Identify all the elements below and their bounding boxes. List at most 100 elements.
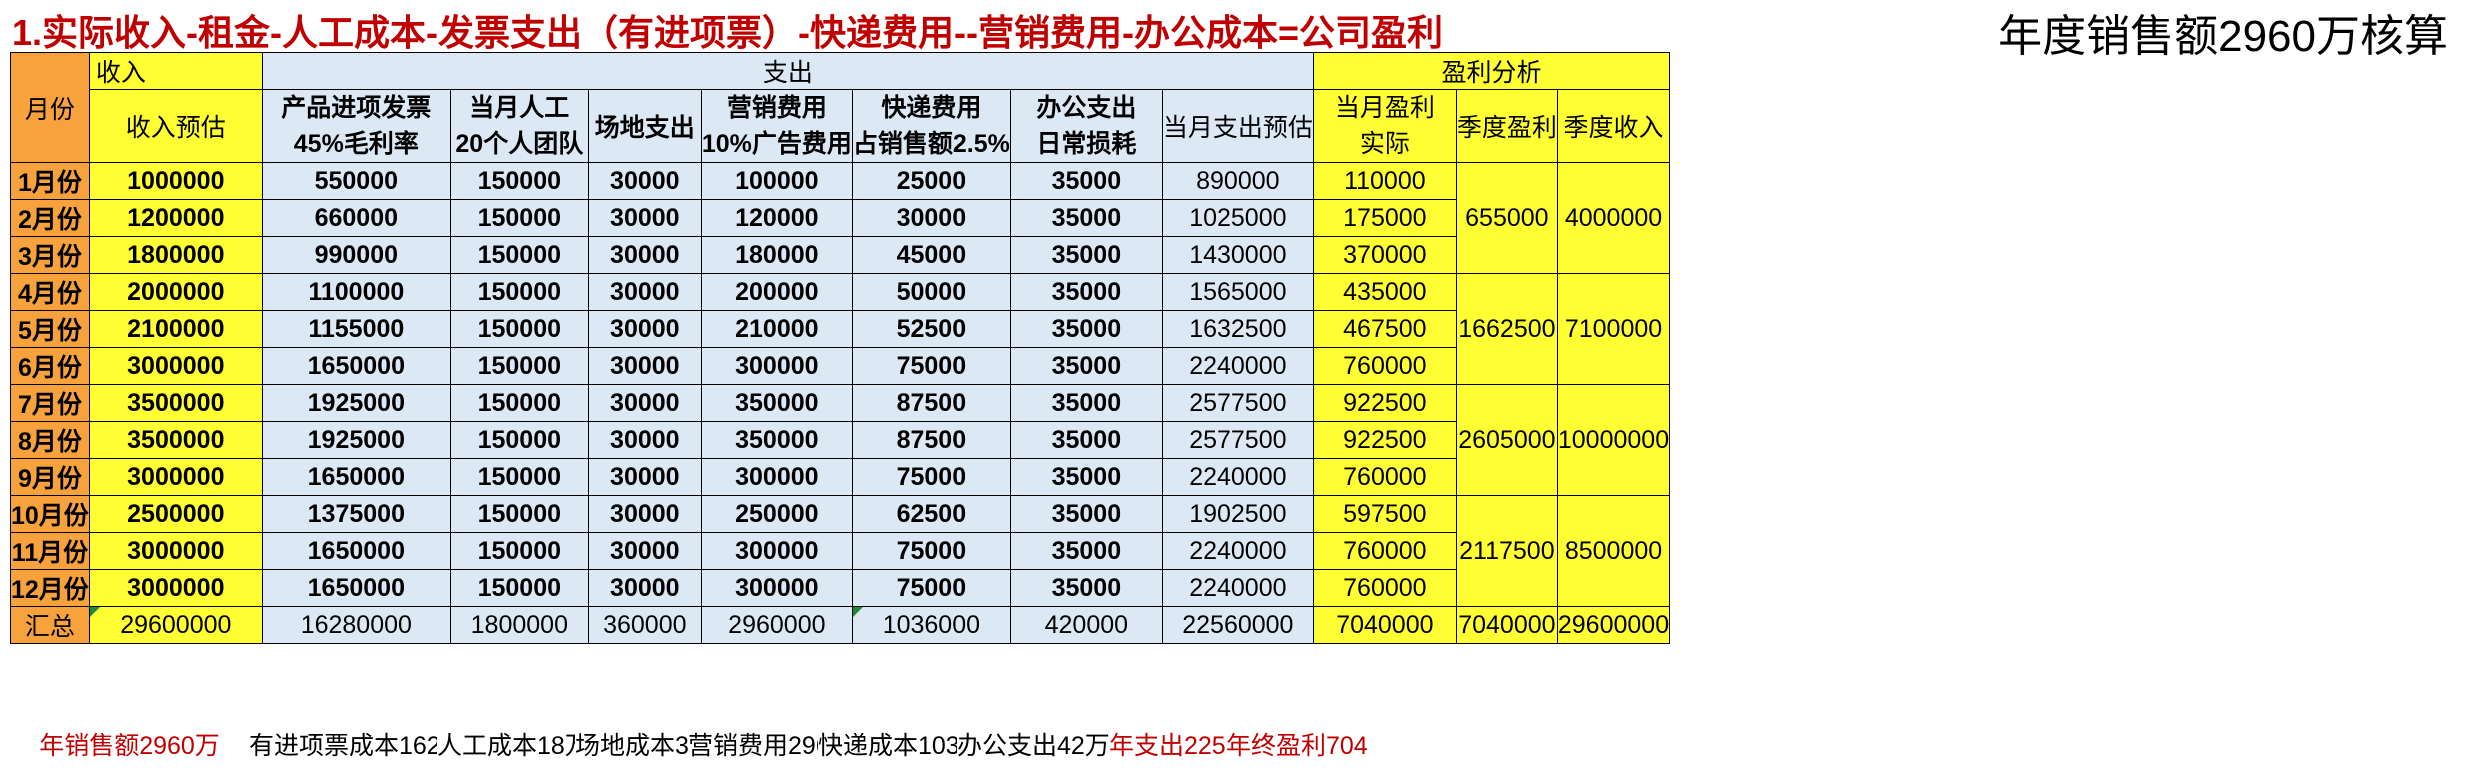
income-cell: 1200000 (88, 199, 263, 237)
labor-cell: 150000 (449, 310, 589, 348)
profit-cell: 760000 (1312, 569, 1457, 607)
express-cell: 25000 (851, 162, 1011, 200)
marketing-cell: 350000 (700, 421, 853, 459)
invoice-cell: 1650000 (261, 569, 451, 607)
total-invoice: 16280000 (261, 606, 451, 644)
total-expense: 22560000 (1161, 606, 1314, 644)
labor-cell: 150000 (449, 162, 589, 200)
total-labor: 1800000 (449, 606, 589, 644)
expense-total-header: 当月支出预估 (1161, 89, 1314, 163)
office-cell: 35000 (1009, 347, 1163, 385)
express-cell: 45000 (851, 236, 1011, 274)
quarter-income-header: 季度收入 (1556, 89, 1671, 163)
month-cell: 1月份 (10, 162, 90, 200)
profit-cell: 435000 (1312, 273, 1457, 311)
month-cell: 9月份 (10, 458, 90, 496)
office-cell: 35000 (1009, 310, 1163, 348)
venue-cell: 30000 (587, 569, 702, 607)
venue-cell: 30000 (587, 421, 702, 459)
month-cell: 10月份 (10, 495, 90, 533)
footer-annual-sales: 年销售额2960万 (39, 732, 220, 760)
footer-marketing-cost: 营销费用296万 (688, 732, 818, 760)
income-cell: 3000000 (88, 458, 263, 496)
table-row: 2月份 1200000 660000 150000 30000 120000 30000 35… (10, 199, 1670, 237)
month-cell: 6月份 (10, 347, 90, 385)
office-cell: 35000 (1009, 421, 1163, 459)
venue-cell: 30000 (587, 458, 702, 496)
marketing-cell: 300000 (700, 532, 853, 570)
expense-cell: 1430000 (1161, 236, 1314, 274)
total-express: 1036000 (851, 606, 1011, 644)
venue-header: 场地支出 (587, 89, 702, 163)
profit-group-header: 盈利分析 (1312, 52, 1671, 90)
profit-header: 当月盈利 实际 (1312, 89, 1457, 163)
office-cell: 35000 (1009, 162, 1163, 200)
quarter-profit-cell: 2117500 (1455, 495, 1558, 607)
budget-table: 月份 收入 支出 盈利分析 收入预估 产品进项发票 45%毛利率 当月人工 20个人… (10, 52, 1671, 644)
page-subtitle: 年度销售额2960万核算 (1998, 12, 2448, 61)
table-row: 5月份 2100000 1155000 150000 30000 210000 52500 3… (10, 310, 1670, 348)
month-cell: 4月份 (10, 273, 90, 311)
express-cell: 50000 (851, 273, 1011, 311)
quarter-income-cell: 10000000 (1556, 384, 1671, 496)
office-cell: 35000 (1009, 458, 1163, 496)
office-cell: 35000 (1009, 273, 1163, 311)
month-header: 月份 (10, 52, 90, 163)
venue-cell: 30000 (587, 236, 702, 274)
marketing-cell: 180000 (700, 236, 853, 274)
office-cell: 35000 (1009, 532, 1163, 570)
total-income: 29600000 (88, 606, 263, 644)
venue-cell: 30000 (587, 495, 702, 533)
office-header: 办公支出 日常损耗 (1009, 89, 1163, 163)
profit-cell: 370000 (1312, 236, 1457, 274)
month-cell: 7月份 (10, 384, 90, 422)
profit-cell: 467500 (1312, 310, 1457, 348)
income-cell: 3000000 (88, 569, 263, 607)
income-cell: 1800000 (88, 236, 263, 274)
express-cell: 75000 (851, 569, 1011, 607)
marketing-cell: 300000 (700, 569, 853, 607)
table-row: 3月份 1800000 990000 150000 30000 180000 45000 35… (10, 236, 1670, 274)
venue-cell: 30000 (587, 384, 702, 422)
labor-cell: 150000 (449, 384, 589, 422)
profit-cell: 175000 (1312, 199, 1457, 237)
quarter-profit-cell: 1662500 (1455, 273, 1558, 385)
footer-express-cost: 快递成本103万 (818, 732, 957, 760)
marketing-cell: 100000 (700, 162, 853, 200)
venue-cell: 30000 (587, 273, 702, 311)
table-row: 1月份 1000000 550000 150000 30000 100000 25000 35… (10, 162, 1671, 274)
labor-cell: 150000 (449, 347, 589, 385)
expense-cell: 2240000 (1161, 347, 1314, 385)
watermark: 快传号/ 小楼电商 (1500, 665, 2298, 772)
express-cell: 75000 (851, 458, 1011, 496)
office-cell: 35000 (1009, 495, 1163, 533)
expense-group-header: 支出 (261, 52, 1314, 90)
labor-cell: 150000 (449, 421, 589, 459)
venue-cell: 30000 (587, 532, 702, 570)
profit-cell: 760000 (1312, 532, 1457, 570)
profit-cell: 597500 (1312, 495, 1457, 533)
invoice-header: 产品进项发票 45%毛利率 (261, 89, 451, 163)
express-header: 快递费用 占销售额2.5% (851, 89, 1011, 163)
express-cell: 30000 (851, 199, 1011, 237)
total-profit: 7040000 (1312, 606, 1457, 644)
venue-cell: 30000 (587, 162, 702, 200)
profit-cell: 922500 (1312, 384, 1457, 422)
footer-invoice-cost: 有进项票成本162.8万 (249, 732, 437, 760)
quarter-income-cell: 4000000 (1556, 162, 1671, 274)
expense-cell: 1902500 (1161, 495, 1314, 533)
office-cell: 35000 (1009, 199, 1163, 237)
footer-labor-cost: 人工成本18万 (437, 732, 575, 760)
income-cell: 3000000 (88, 532, 263, 570)
table-row: 7月份 3500000 1925000 150000 30000 350000 87500 3… (10, 384, 1671, 496)
income-cell: 1000000 (88, 162, 263, 200)
expense-cell: 2240000 (1161, 532, 1314, 570)
footer-summary: 年销售额2960万 有进项票成本162.8万 人工成本18万 场地成本36万 营… (10, 726, 1369, 762)
income-cell: 3500000 (88, 384, 263, 422)
income-group-header: 收入 (88, 52, 263, 90)
invoice-cell: 1650000 (261, 347, 451, 385)
total-venue: 360000 (587, 606, 702, 644)
quarter-income-cell: 8500000 (1556, 495, 1671, 607)
express-cell: 87500 (851, 384, 1011, 422)
month-cell: 12月份 (10, 569, 90, 607)
